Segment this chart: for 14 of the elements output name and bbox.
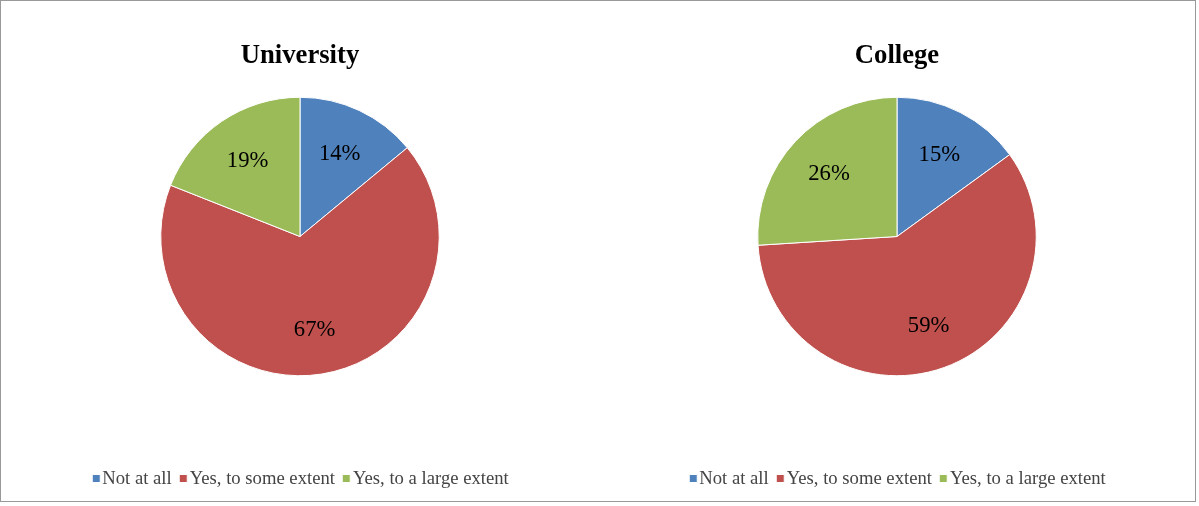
legend-label: Not at all <box>102 467 172 489</box>
chart-title: University <box>240 38 360 69</box>
data-label: 67% <box>293 315 336 341</box>
data-label: 15% <box>918 141 961 167</box>
legend-label: Yes, to some extent <box>189 467 335 489</box>
legend-label: Yes, to a large extent <box>352 467 509 489</box>
legend-label: Not at all <box>699 467 769 489</box>
data-label: 19% <box>226 146 269 172</box>
data-label: 14% <box>318 139 361 165</box>
legend-label: Yes, to some extent <box>786 467 932 489</box>
legend-label: Yes, to a large extent <box>949 467 1106 489</box>
chart-title: College <box>854 38 940 69</box>
data-label: 26% <box>808 160 850 186</box>
data-label: 59% <box>907 311 950 337</box>
